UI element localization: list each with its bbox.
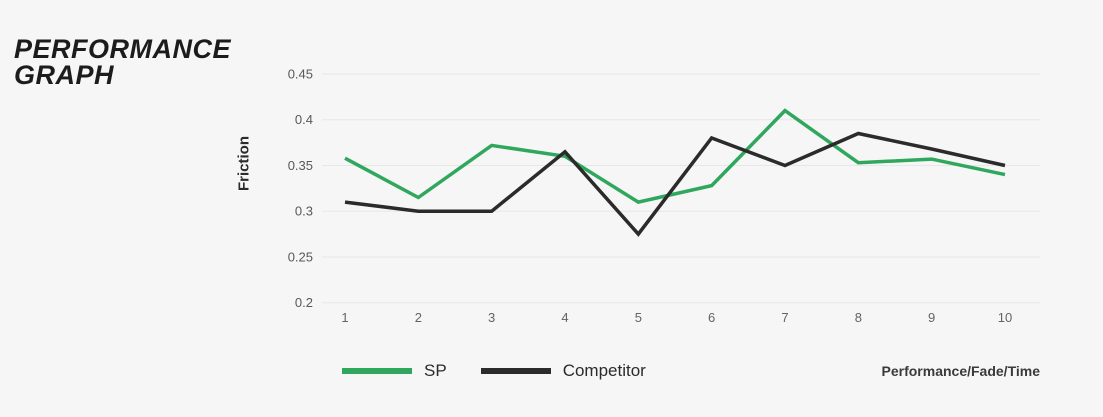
legend-item-competitor: Competitor — [480, 361, 646, 381]
x-tick-label: 1 — [341, 310, 348, 325]
sp-legend-swatch — [342, 368, 412, 374]
x-tick-label: 5 — [635, 310, 642, 325]
y-tick-label: 0.3 — [295, 204, 313, 219]
y-tick-label: 0.4 — [295, 112, 313, 127]
y-tick-label: 0.35 — [288, 158, 313, 173]
page-title: PERFORMANCE GRAPH — [14, 34, 232, 90]
competitor-legend-swatch — [480, 368, 551, 374]
y-tick-label: 0.25 — [288, 249, 313, 264]
legend-item-sp: SP — [342, 361, 447, 381]
y-tick-label: 0.45 — [288, 67, 313, 82]
sp-line — [344, 108, 1006, 204]
chart-legend: SP Competitor — [342, 361, 646, 381]
competitor-legend-label: Competitor — [562, 361, 646, 380]
x-tick-label: 7 — [781, 310, 788, 325]
x-tick-label: 6 — [708, 310, 715, 325]
x-tick-label: 8 — [855, 310, 862, 325]
x-axis-note: Performance/Fade/Time — [881, 363, 1040, 379]
y-tick-label: 0.2 — [295, 295, 313, 310]
x-tick-label: 4 — [561, 310, 568, 325]
page-title-line2: GRAPH — [14, 60, 115, 90]
page-title-line1: PERFORMANCE — [14, 34, 232, 64]
x-tick-label: 10 — [998, 310, 1012, 325]
sp-legend-label: SP — [424, 361, 447, 380]
x-tick-label: 2 — [415, 310, 422, 325]
x-tick-label: 9 — [928, 310, 935, 325]
x-tick-label: 3 — [488, 310, 495, 325]
competitor-line — [344, 131, 1006, 237]
